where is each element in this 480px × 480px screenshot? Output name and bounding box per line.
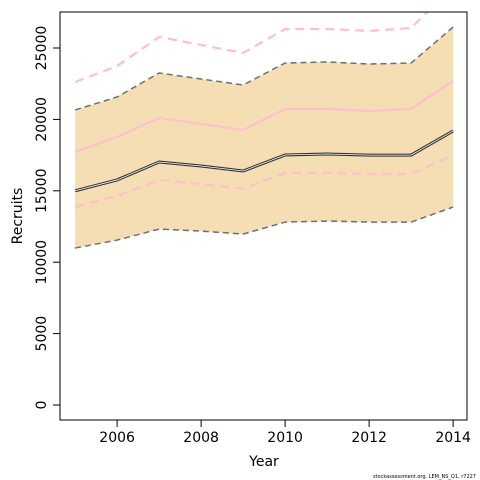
line: [74, 153, 454, 209]
y-tick-label: 20000: [34, 97, 50, 142]
x-tick-label: 2010: [267, 430, 303, 446]
line: [74, 206, 454, 249]
x-axis-label: Year: [248, 454, 279, 470]
line: [74, 80, 454, 153]
line-center: [75, 130, 454, 192]
x-tick-label: 2014: [435, 430, 471, 446]
x-tick-label: 2006: [99, 430, 135, 446]
y-tick-label: 25000: [34, 26, 50, 71]
y-tick-label: 5000: [34, 316, 50, 352]
line: [74, 26, 454, 111]
plot-area: [74, 12, 454, 249]
confidence-band: [75, 26, 454, 249]
plot-frame: [59, 11, 468, 421]
y-tick-label: 10000: [34, 240, 50, 285]
line: [74, 12, 429, 84]
y-axis-label: Recruits: [10, 188, 26, 245]
x-tick-label: 2012: [351, 430, 387, 446]
footnote: stockassessment.org, LEM_NS_Q1, r7227: [373, 474, 476, 480]
y-tick-label: 0: [34, 401, 50, 410]
x-tick-label: 2008: [183, 430, 219, 446]
y-tick-label: 15000: [34, 169, 50, 214]
